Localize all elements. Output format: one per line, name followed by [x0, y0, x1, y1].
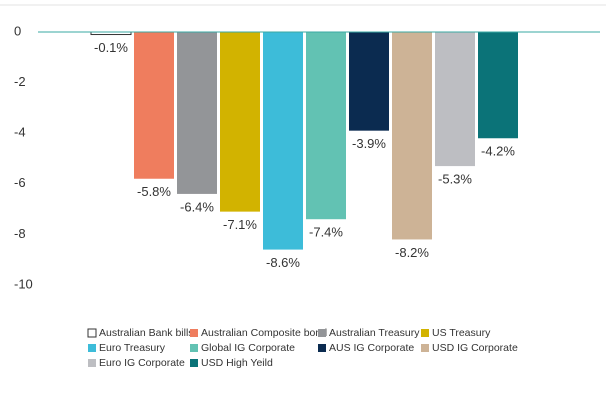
y-tick-label: -2 [14, 74, 26, 89]
legend-swatch [318, 329, 326, 337]
legend-swatch [87, 328, 97, 338]
legend-label: AUS IG Corporate [329, 342, 414, 354]
value-label: -7.4% [309, 225, 343, 240]
legend-swatch [421, 329, 429, 337]
value-label: -3.9% [352, 136, 386, 151]
y-tick-label: -8 [14, 226, 26, 241]
y-tick-label: 0 [14, 23, 21, 38]
value-label: -0.1% [94, 40, 128, 55]
value-label: -5.8% [137, 184, 171, 199]
bar [435, 32, 475, 167]
legend-label: Global IG Corporate [201, 342, 295, 354]
legend-label: USD IG Corporate [432, 342, 518, 354]
value-label: -8.2% [395, 245, 429, 260]
legend-swatch [88, 359, 96, 367]
legend-label: USD High Yeild [201, 357, 273, 369]
value-label: -8.6% [266, 255, 300, 270]
bar [478, 32, 518, 139]
value-label: -6.4% [180, 199, 214, 214]
bar [306, 32, 346, 220]
legend-swatch [190, 344, 198, 352]
legend-swatch [318, 344, 326, 352]
bar [349, 32, 389, 131]
legend-label: Australian Bank bills [99, 327, 194, 339]
legend-label: Australian Treasury [329, 327, 420, 339]
value-label: -4.2% [481, 144, 515, 159]
y-tick-label: -10 [14, 276, 33, 291]
bar [177, 32, 217, 194]
legend-swatch [190, 329, 198, 337]
value-label: -5.3% [438, 172, 472, 187]
bar [263, 32, 303, 250]
legend-label: Australian Composite bond [201, 327, 327, 339]
legend-label: US Treasury [432, 327, 491, 339]
bar [220, 32, 260, 212]
bar [134, 32, 174, 179]
legend-swatch [88, 344, 96, 352]
legend-label: Euro IG Corporate [99, 357, 185, 369]
legend-swatch [190, 359, 198, 367]
bar [392, 32, 432, 240]
value-label: -7.1% [223, 217, 257, 232]
y-tick-label: -4 [14, 125, 26, 140]
legend-swatch [421, 344, 429, 352]
legend-label: Euro Treasury [99, 342, 166, 354]
y-tick-label: -6 [14, 175, 26, 190]
